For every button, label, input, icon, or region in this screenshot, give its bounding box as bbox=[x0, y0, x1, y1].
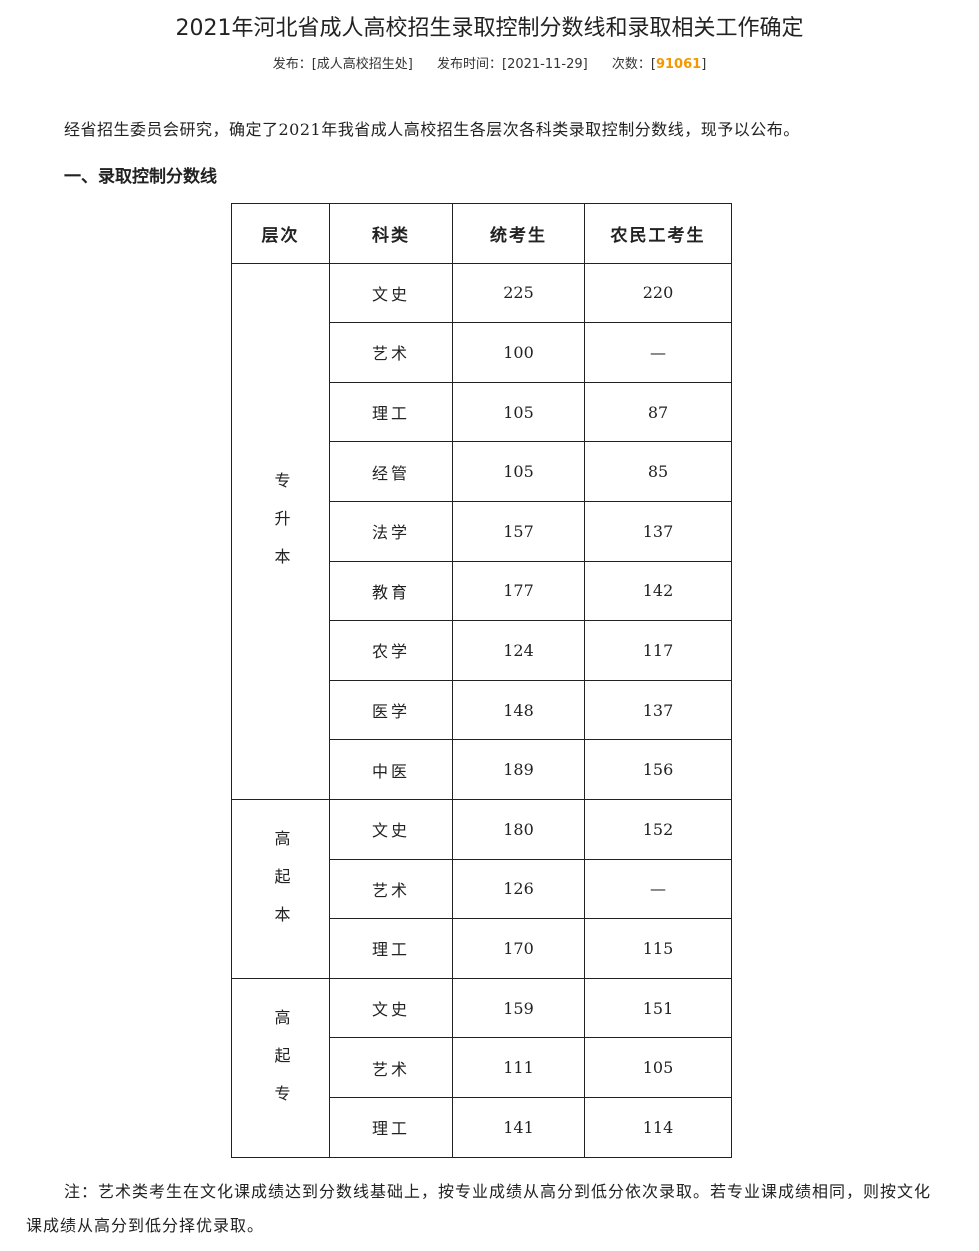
table-row: 专升本 文史 225 220 bbox=[231, 262, 732, 800]
migrant-score-cell: 142 bbox=[584, 560, 732, 622]
unified-score-cell: 157 bbox=[452, 500, 585, 562]
subject-cell: 艺术 bbox=[329, 858, 453, 920]
subject-cell: 中医 bbox=[329, 739, 453, 800]
note-paragraph: 注：艺术类考生在文化课成绩达到分数线基础上，按专业成绩从高分到低分依次录取。若专… bbox=[26, 1182, 932, 1235]
unified-score-cell: 105 bbox=[452, 441, 585, 502]
level-label: 高起本 bbox=[271, 829, 291, 944]
subject-cell: 文史 bbox=[329, 262, 453, 324]
score-table: 层次 科类 统考生 农民工考生 专升本 文史 225 220 艺术 100— 理工 105 87… bbox=[231, 203, 732, 1158]
time-label: 发布时间： bbox=[437, 57, 503, 72]
unified-score-cell: 225 bbox=[452, 262, 585, 324]
level-label: 高起专 bbox=[271, 1008, 291, 1123]
table-row: 艺术 100— bbox=[232, 322, 732, 383]
level-cell: 高起专 bbox=[231, 977, 330, 1158]
unified-score-cell: 189 bbox=[452, 739, 585, 800]
subject-cell: 艺术 bbox=[329, 1037, 453, 1098]
unified-score-cell: 177 bbox=[452, 560, 585, 622]
unified-score-cell: 170 bbox=[452, 918, 585, 979]
level-cell: 专升本 bbox=[231, 262, 330, 800]
subject-cell: 文史 bbox=[329, 798, 453, 860]
subject-cell: 理工 bbox=[329, 1096, 453, 1158]
view-count: 91061 bbox=[655, 57, 702, 72]
unified-score-cell: 180 bbox=[452, 798, 585, 860]
migrant-score-cell: 85 bbox=[584, 441, 732, 502]
subject-cell: 艺术 bbox=[329, 322, 453, 383]
migrant-score-cell: 115 bbox=[584, 918, 732, 979]
migrant-score-cell: 105 bbox=[584, 1037, 732, 1098]
header-level: 层次 bbox=[231, 203, 330, 264]
subject-cell: 法学 bbox=[329, 500, 453, 562]
table-row: 经管 105 85 bbox=[232, 441, 732, 502]
table-row: 教育 177 142 bbox=[232, 560, 732, 622]
header-subject: 科类 bbox=[329, 203, 453, 264]
unified-score-cell: 141 bbox=[452, 1096, 585, 1158]
migrant-score-cell: — bbox=[584, 858, 732, 920]
table-row: 艺术 111 105 bbox=[232, 1037, 732, 1098]
migrant-score-cell: 117 bbox=[584, 620, 732, 681]
table-row: 法学 157 137 bbox=[232, 500, 732, 562]
migrant-score-cell: 152 bbox=[584, 798, 732, 860]
table-row: 理工 105 87 bbox=[232, 381, 732, 443]
publisher: [成人高校招生处] bbox=[311, 57, 413, 72]
intro-paragraph: 经省招生委员会研究，确定了2021年我省成人高校招生各层次各科类录取控制分数线，… bbox=[64, 120, 800, 139]
section-heading: 一、录取控制分数线 bbox=[64, 167, 217, 187]
unified-score-cell: 126 bbox=[452, 858, 585, 920]
table-row: 农学 124 117 bbox=[232, 620, 732, 681]
subject-cell: 经管 bbox=[329, 441, 453, 502]
table-row: 艺术 126— bbox=[232, 858, 732, 920]
migrant-score-cell: 114 bbox=[584, 1096, 732, 1158]
subject-cell: 医学 bbox=[329, 679, 453, 741]
header-migrant: 农民工考生 bbox=[584, 203, 732, 264]
table-row: 理工 141 114 bbox=[232, 1096, 732, 1158]
subject-cell: 理工 bbox=[329, 381, 453, 443]
table-row: 高起专 文史 159 151 bbox=[231, 977, 732, 1158]
subject-cell: 农学 bbox=[329, 620, 453, 681]
migrant-score-cell: — bbox=[584, 322, 732, 383]
unified-score-cell: 148 bbox=[452, 679, 585, 741]
unified-score-cell: 124 bbox=[452, 620, 585, 681]
subject-cell: 教育 bbox=[329, 560, 453, 622]
level-cell: 高起本 bbox=[231, 798, 330, 979]
table-row: 中医 189 156 bbox=[232, 739, 732, 800]
migrant-score-cell: 156 bbox=[584, 739, 732, 800]
table-row: 理工 170 115 bbox=[232, 918, 732, 979]
table-header-row: 层次 科类 统考生 农民工考生 bbox=[231, 203, 732, 264]
migrant-score-cell: 137 bbox=[584, 500, 732, 562]
subject-cell: 文史 bbox=[329, 977, 453, 1039]
migrant-score-cell: 137 bbox=[584, 679, 732, 741]
views-label: 次数： bbox=[611, 57, 651, 72]
unified-score-cell: 105 bbox=[452, 381, 585, 443]
unified-score-cell: 159 bbox=[452, 977, 585, 1039]
table-row: 医学 148 137 bbox=[232, 679, 732, 741]
migrant-score-cell: 151 bbox=[584, 977, 732, 1039]
unified-score-cell: 111 bbox=[452, 1037, 585, 1098]
publisher-label: 发布： bbox=[272, 57, 312, 72]
page-title: 2021年河北省成人高校招生录取控制分数线和录取相关工作确定 bbox=[175, 16, 804, 41]
migrant-score-cell: 220 bbox=[584, 262, 732, 324]
subject-cell: 理工 bbox=[329, 918, 453, 979]
migrant-score-cell: 87 bbox=[584, 381, 732, 443]
publish-time: [2021-11-29] bbox=[502, 57, 588, 72]
header-unified: 统考生 bbox=[452, 203, 585, 264]
unified-score-cell: 100 bbox=[452, 322, 585, 383]
article-meta: 发布：[成人高校招生处] 发布时间：[2021-11-29] 次数：[91061… bbox=[272, 57, 707, 72]
level-label: 专升本 bbox=[271, 472, 291, 587]
table-row: 高起本 文史 180 152 bbox=[231, 798, 732, 979]
